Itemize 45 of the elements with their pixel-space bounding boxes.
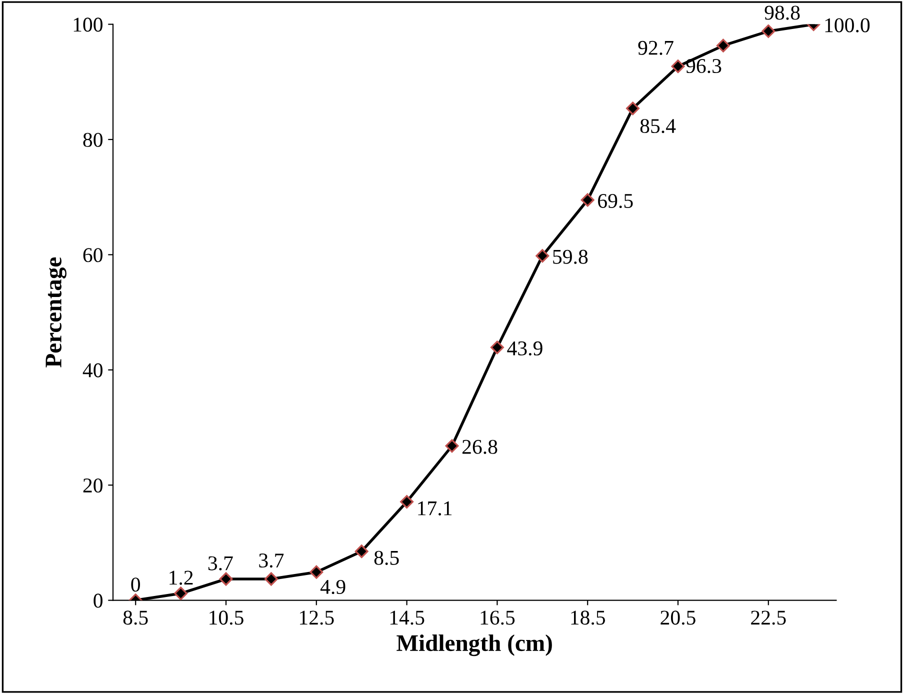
data-label: 69.5	[598, 194, 633, 208]
x-tick-label: 22.5	[751, 610, 786, 625]
point	[354, 544, 368, 558]
point	[536, 249, 550, 263]
point	[219, 572, 233, 586]
data-label: 0	[131, 578, 140, 592]
point	[580, 193, 594, 207]
y-tick-label: 80	[83, 132, 102, 147]
point	[490, 340, 504, 354]
data-label: 3.7	[208, 556, 233, 570]
point	[264, 572, 278, 586]
data-label: 4.9	[320, 580, 346, 594]
data-label: 1.2	[170, 570, 193, 585]
data-label: 17.1	[418, 501, 452, 516]
point	[762, 24, 776, 38]
data-label: 92.7	[638, 40, 674, 55]
y-tick-label: 20	[83, 478, 102, 493]
data-label: 43.9	[507, 341, 542, 356]
y-tick-label: 100	[74, 18, 102, 32]
y-tick-label: 40	[82, 363, 102, 378]
data-label: 26.8	[462, 440, 498, 454]
point	[445, 439, 459, 453]
x-tick-label: 14.5	[390, 610, 424, 625]
y-tick-label: 0	[94, 594, 102, 608]
x-tick-label: 18.5	[571, 610, 606, 625]
y-tick-label: 60	[83, 248, 102, 262]
x-axis-title: Midlength (cm)	[396, 634, 552, 656]
point	[671, 60, 685, 74]
data-label: 100.0	[825, 18, 870, 32]
y-axis-title: Percentage	[46, 257, 66, 368]
x-tick-label: 16.5	[480, 610, 515, 625]
x-tick-label: 8.5	[123, 610, 148, 625]
x-tick-label: 10.5	[210, 610, 244, 625]
point	[716, 38, 730, 52]
data-label: 85.4	[640, 118, 676, 134]
x-tick-label: 20.5	[660, 610, 696, 625]
point	[400, 495, 414, 509]
point	[626, 102, 640, 116]
data-label: 8.5	[374, 550, 399, 565]
data-label: 59.8	[553, 250, 588, 264]
data-label: 98.8	[764, 6, 800, 20]
data-label: 3.7	[259, 554, 284, 568]
point	[174, 586, 188, 600]
point	[310, 565, 324, 579]
x-tick-label: 12.5	[300, 610, 334, 625]
